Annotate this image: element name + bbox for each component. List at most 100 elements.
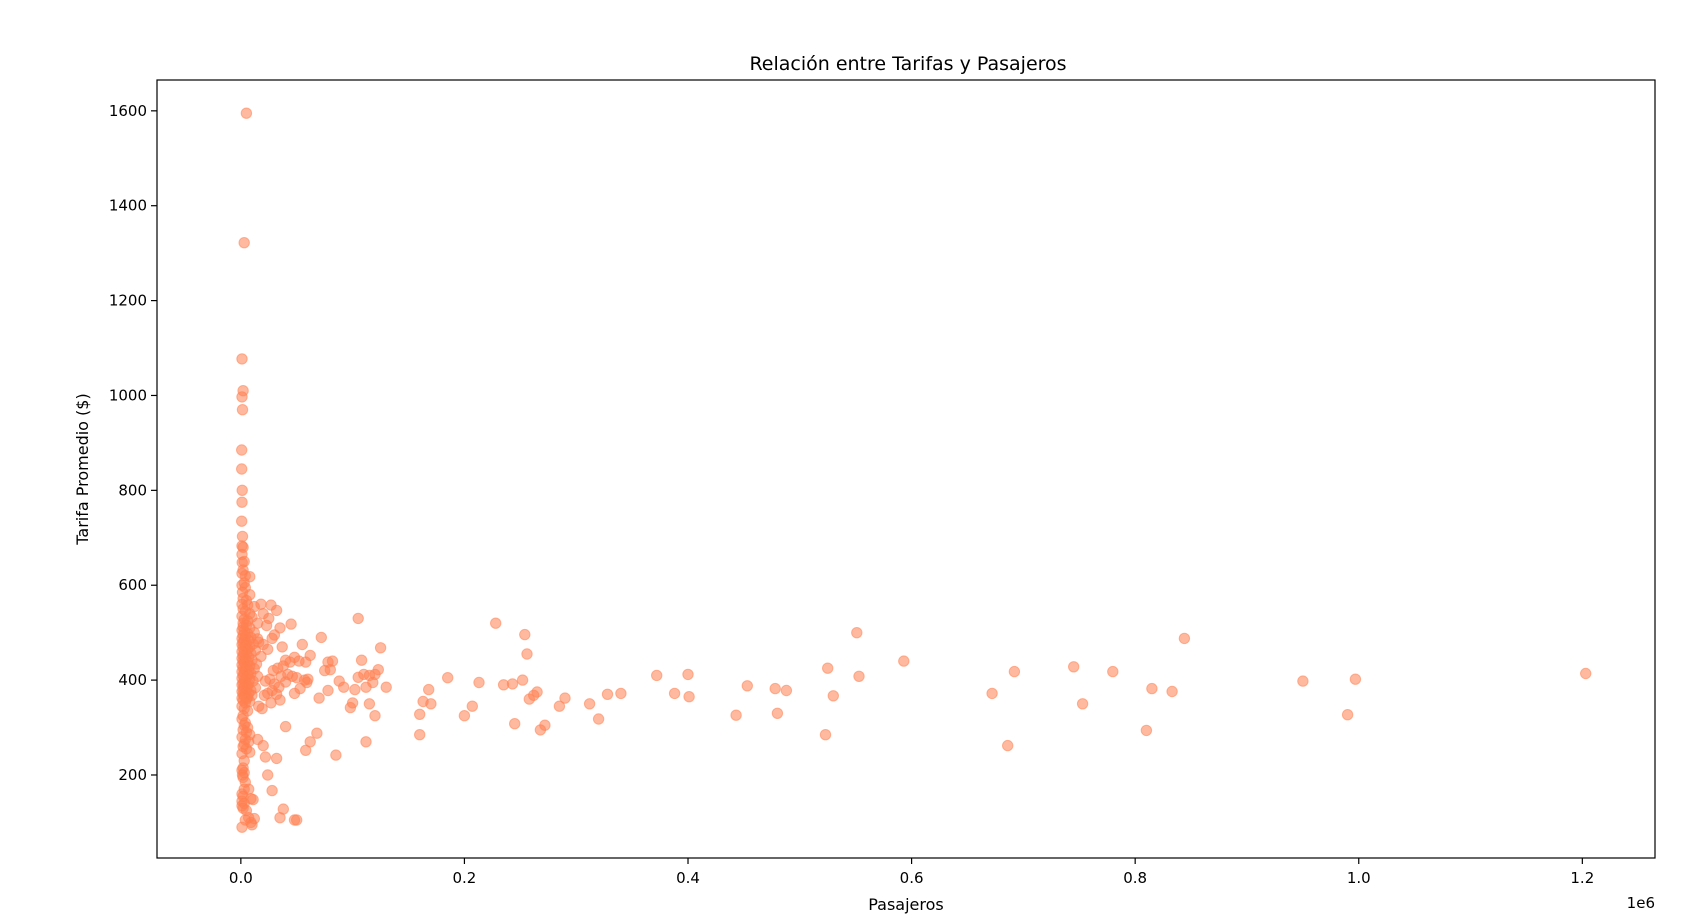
data-point (730, 709, 742, 721)
data-point (516, 674, 529, 686)
data-point (363, 698, 376, 710)
y-tick-label: 600 (118, 576, 147, 594)
y-tick-label: 1600 (109, 102, 147, 120)
data-point (236, 484, 248, 496)
data-point (423, 683, 435, 696)
data-point (559, 692, 571, 704)
data-point (236, 353, 248, 365)
x-tick-label: 1.0 (1347, 869, 1371, 887)
data-point (338, 681, 350, 693)
data-point (260, 619, 273, 632)
data-point (458, 710, 471, 722)
data-point (236, 444, 248, 456)
y-tick-label: 1400 (109, 197, 147, 215)
data-point (1297, 675, 1309, 687)
y-tick-label: 1000 (109, 386, 147, 404)
data-point (238, 237, 250, 249)
x-tick-label: 0.0 (229, 869, 253, 887)
data-point (372, 664, 384, 676)
data-point (1341, 709, 1354, 721)
x-axis-offset-label: 1e6 (1627, 894, 1655, 912)
data-point (374, 642, 387, 654)
data-point (236, 463, 248, 475)
data-point (355, 654, 368, 666)
y-tick-label: 400 (118, 671, 147, 689)
data-point (682, 668, 694, 681)
y-axis: 200 400 600 800 1000 1200 1400 1600 (109, 102, 157, 784)
data-point (771, 707, 784, 719)
data-point (265, 697, 277, 709)
data-point (266, 784, 278, 797)
data-point (1068, 661, 1080, 673)
data-point (285, 618, 297, 630)
data-point (1146, 682, 1158, 695)
data-point (352, 612, 364, 625)
data-point (651, 669, 663, 682)
data-point (322, 684, 334, 697)
chart-title: Relación entre Tarifas y Pasajeros (749, 53, 1066, 75)
x-tick-label: 1.2 (1570, 869, 1594, 887)
data-point (425, 698, 437, 710)
data-point (442, 672, 454, 684)
data-point (262, 643, 274, 655)
data-point (256, 702, 268, 715)
data-point (240, 107, 253, 119)
data-point (346, 697, 359, 709)
data-point (360, 736, 372, 748)
data-point (1076, 698, 1089, 710)
x-tick-label: 0.2 (452, 869, 476, 887)
data-point (236, 404, 249, 416)
data-point (1008, 665, 1021, 678)
data-point (236, 496, 248, 508)
data-point (352, 671, 364, 683)
data-point (236, 391, 248, 403)
x-tick-label: 0.8 (1123, 869, 1147, 887)
data-point (741, 680, 753, 692)
plot-frame (156, 79, 1656, 859)
y-tick-label: 800 (118, 481, 147, 499)
data-point (360, 681, 372, 693)
data-point (262, 769, 274, 781)
data-point (986, 687, 998, 700)
data-point (236, 530, 249, 543)
data-point (851, 627, 863, 639)
x-axis-label: Pasajeros (868, 895, 944, 914)
data-point (683, 691, 695, 703)
data-point (553, 700, 566, 712)
data-point (259, 751, 272, 763)
data-point (324, 664, 336, 676)
data-point (583, 698, 596, 710)
data-point (253, 636, 265, 648)
data-point (466, 700, 478, 712)
data-point (592, 713, 605, 725)
data-point (819, 729, 832, 741)
data-point (509, 718, 521, 730)
data-point (294, 682, 306, 695)
data-point (236, 821, 248, 833)
data-point (601, 688, 614, 700)
data-point (315, 631, 327, 644)
data-point (531, 686, 543, 698)
data-point (313, 692, 325, 704)
data-point (414, 708, 426, 720)
data-point (827, 690, 839, 702)
data-point (539, 719, 551, 731)
data-point (330, 749, 342, 761)
y-tick-label: 1200 (109, 292, 147, 310)
data-point (853, 670, 865, 682)
points-layer (236, 107, 1592, 833)
data-point (380, 681, 392, 693)
data-point (291, 814, 303, 826)
data-point (521, 648, 533, 660)
data-point (414, 729, 426, 741)
data-point (255, 598, 267, 610)
data-point (236, 515, 248, 527)
y-axis-label: Tarifa Promedio ($) (73, 393, 92, 545)
data-point (258, 689, 270, 701)
data-point (519, 628, 531, 641)
data-point (279, 720, 292, 733)
x-axis: 0.0 0.2 0.4 0.6 0.8 1.0 1.2 (229, 858, 1594, 887)
data-point (369, 710, 381, 722)
